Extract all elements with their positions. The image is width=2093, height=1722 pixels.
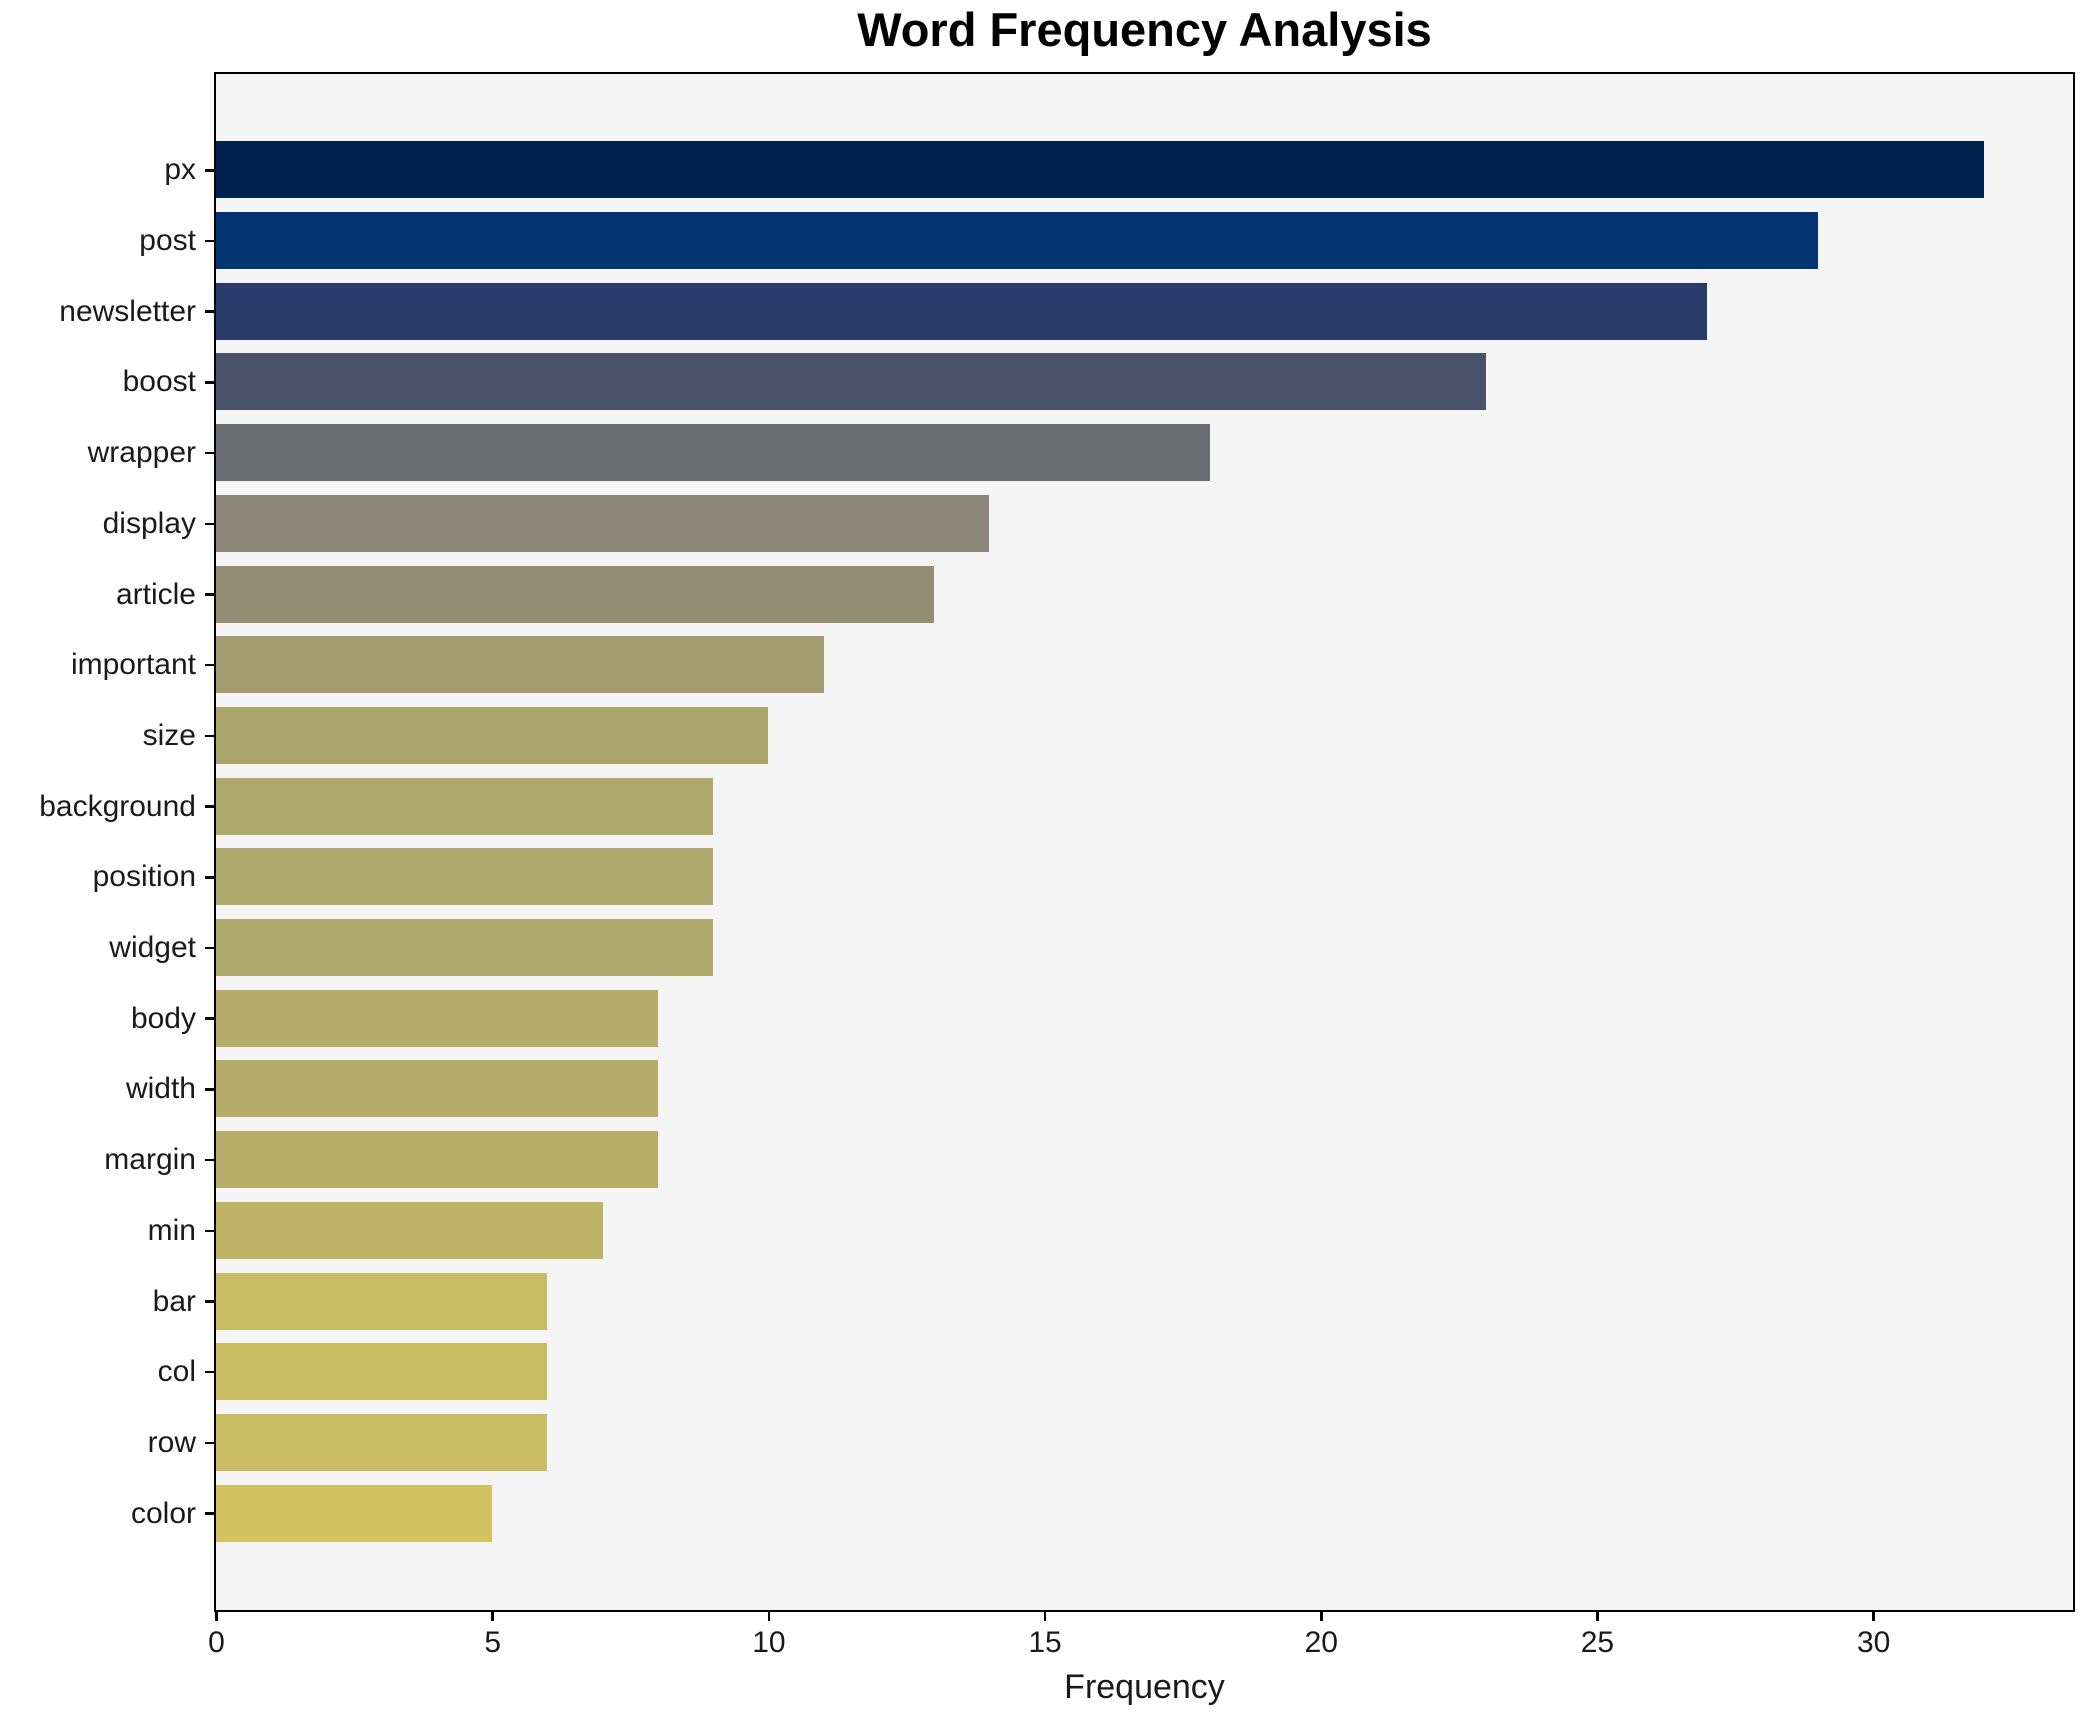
x-tick-label: 0 <box>208 1626 225 1659</box>
y-tick-label: background <box>39 789 196 823</box>
y-tick-mark <box>205 1017 214 1020</box>
bar-post <box>216 212 1818 269</box>
bar-color <box>216 1484 493 1542</box>
bar-px <box>216 141 1984 199</box>
y-tick-label: article <box>115 577 196 611</box>
y-tick-mark <box>205 522 214 526</box>
bar-newsletter <box>216 282 1708 340</box>
y-tick-label: post <box>139 224 196 257</box>
y-tick-mark <box>205 1300 214 1303</box>
x-tick-mark <box>491 1612 494 1621</box>
x-axis-title: Frequency <box>1064 1668 1225 1706</box>
y-tick-mark <box>205 381 214 384</box>
bar-body <box>216 989 658 1047</box>
x-tick-mark <box>215 1612 218 1621</box>
bar-boost <box>216 353 1487 411</box>
y-tick-mark <box>205 663 214 667</box>
y-tick-mark <box>205 239 214 243</box>
y-tick-label: color <box>130 1496 196 1530</box>
bar-widget <box>216 919 714 976</box>
x-tick-mark <box>1320 1612 1323 1621</box>
y-tick-mark <box>205 593 214 596</box>
bar-article <box>216 565 935 623</box>
bar-width <box>216 1060 658 1118</box>
y-tick-label: position <box>92 860 196 894</box>
y-tick-label: wrapper <box>87 436 196 470</box>
y-tick-label: boost <box>122 365 196 399</box>
y-tick-label: min <box>147 1213 196 1247</box>
y-tick-label: size <box>142 718 196 752</box>
y-tick-mark <box>205 1512 214 1515</box>
x-tick-label: 30 <box>1856 1626 1891 1659</box>
bar-background <box>216 777 714 835</box>
x-tick-mark <box>1872 1612 1875 1621</box>
x-tick-mark <box>767 1612 771 1621</box>
y-tick-mark <box>205 169 214 172</box>
y-tick-mark <box>205 1441 214 1445</box>
bar-display <box>216 494 990 552</box>
y-tick-mark <box>205 1088 214 1091</box>
x-tick-label: 25 <box>1580 1626 1615 1659</box>
y-tick-mark <box>205 310 214 313</box>
x-tick-mark <box>1596 1612 1599 1621</box>
y-tick-label: margin <box>104 1143 196 1177</box>
bar-size <box>216 706 769 764</box>
y-tick-label: bar <box>152 1284 196 1318</box>
chart-title: Word Frequency Analysis <box>857 3 1432 56</box>
y-tick-label: body <box>130 1001 196 1035</box>
bar-min <box>216 1201 603 1259</box>
y-tick-mark <box>205 805 214 808</box>
y-tick-label: widget <box>109 931 196 964</box>
bar-margin <box>216 1131 658 1189</box>
y-tick-label: width <box>125 1072 196 1106</box>
y-tick-mark <box>205 946 214 950</box>
y-tick-label: row <box>147 1425 196 1459</box>
y-tick-mark <box>205 876 214 879</box>
y-tick-label: important <box>70 648 196 682</box>
y-tick-mark <box>205 1370 214 1374</box>
y-tick-mark <box>205 1158 214 1162</box>
x-tick-label: 10 <box>752 1626 786 1659</box>
x-tick-mark <box>1043 1612 1047 1621</box>
x-tick-label: 20 <box>1304 1626 1338 1659</box>
x-tick-label: 15 <box>1028 1626 1062 1659</box>
y-tick-mark <box>205 1229 214 1233</box>
y-tick-label: col <box>157 1355 196 1389</box>
y-tick-label: display <box>102 506 196 540</box>
bar-col <box>216 1343 548 1401</box>
bar-bar <box>216 1272 548 1330</box>
bar-wrapper <box>216 424 1211 482</box>
plot-area <box>214 72 2075 1612</box>
x-tick-label: 5 <box>484 1626 502 1659</box>
y-tick-label: px <box>164 153 196 187</box>
y-tick-mark <box>205 734 214 738</box>
y-tick-mark <box>205 451 214 455</box>
y-tick-label: newsletter <box>59 294 196 328</box>
bar-position <box>216 848 714 906</box>
bar-row <box>216 1413 548 1471</box>
bar-important <box>216 636 824 694</box>
